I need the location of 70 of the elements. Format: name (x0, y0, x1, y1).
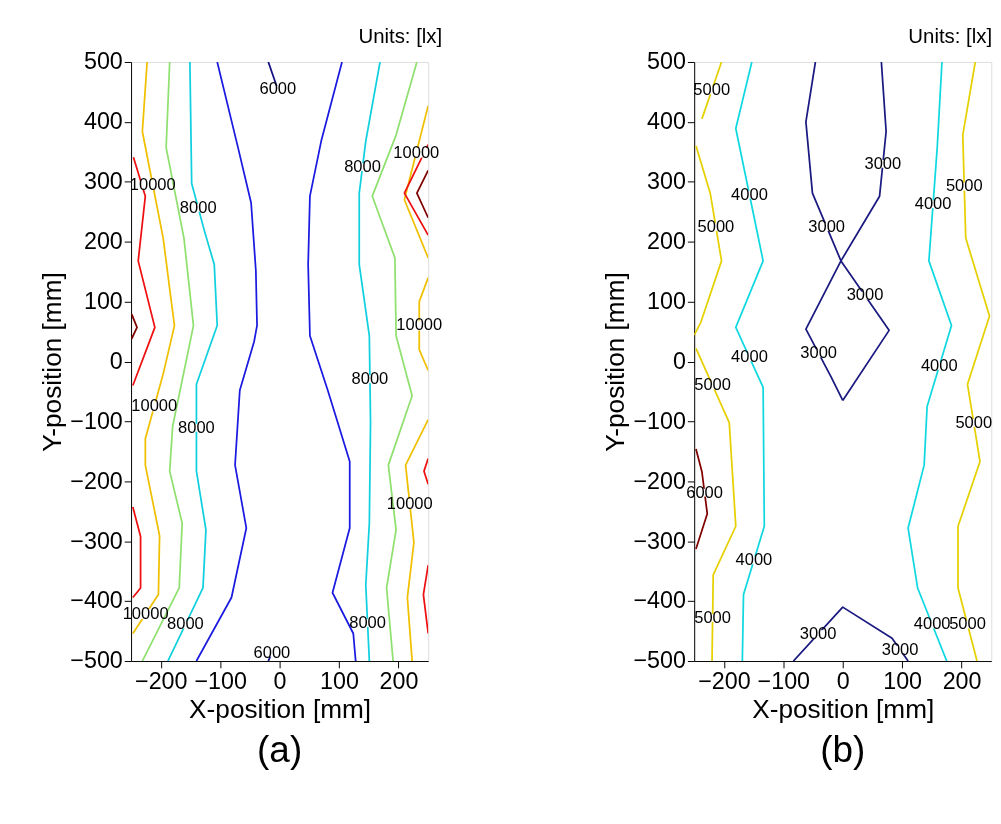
annotation: 8000 (178, 417, 215, 436)
annotation: 4000 (731, 184, 768, 203)
y-tick-label: 300 (83, 168, 123, 195)
annotation: 5000 (955, 412, 993, 431)
y-axis-title: Y-position [mm] (599, 272, 630, 452)
x-tick-label: 200 (942, 667, 982, 694)
x-tick-label: −200 (135, 667, 188, 694)
x-axis-title: X-position [mm] (189, 693, 372, 724)
y-tick-label: −300 (70, 527, 123, 554)
x-axis-title: X-position [mm] (752, 693, 935, 724)
y-tick-label: 200 (83, 227, 123, 254)
x-tick-label: 0 (273, 667, 287, 694)
annotation: 6000 (253, 642, 291, 661)
x-tick-label: 100 (320, 667, 359, 694)
annotation: 5000 (697, 216, 735, 235)
x-tick-label: 100 (883, 667, 923, 694)
annotation: 5000 (945, 176, 983, 195)
x-tick-label: −200 (698, 667, 751, 694)
y-tick-label: 300 (647, 168, 686, 195)
y-tick-label: 0 (672, 347, 686, 374)
y-tick-label: 500 (647, 48, 686, 75)
y-tick-label: −300 (633, 527, 686, 554)
y-tick-label: 400 (647, 108, 686, 135)
x-tick-label: 200 (379, 667, 419, 694)
y-tick-label: −200 (70, 467, 123, 494)
annotation: 10000 (396, 315, 443, 334)
annotation: 3000 (800, 343, 838, 362)
text: (a) (257, 729, 303, 771)
annotation: 3000 (799, 623, 837, 642)
y-tick-label: 500 (83, 48, 123, 75)
annotation: 3000 (808, 216, 846, 235)
annotation: 8000 (167, 614, 204, 633)
annotation: 4000 (735, 550, 773, 569)
x-tick-label: −100 (194, 667, 247, 694)
text: (b) (820, 729, 866, 771)
y-tick-label: 200 (647, 227, 686, 254)
annotation: 10000 (131, 396, 178, 415)
y-tick-label: 0 (109, 347, 123, 374)
y-tick-label: −100 (633, 407, 686, 434)
y-tick-label: −500 (70, 647, 123, 674)
chart-title: Units: [lx] (358, 24, 443, 47)
annotation: 10000 (386, 493, 433, 512)
annotation: 5000 (694, 375, 731, 394)
annotation: 8000 (344, 156, 381, 175)
y-tick-label: 100 (647, 287, 686, 314)
y-tick-label: −400 (70, 587, 123, 614)
annotation: 3000 (846, 285, 884, 304)
annotation: 5000 (949, 614, 986, 633)
annotation: 8000 (349, 612, 386, 631)
x-tick-label: 0 (836, 667, 850, 694)
y-tick-label: 400 (83, 108, 123, 135)
annotation: 5000 (694, 607, 731, 626)
annotation: 3000 (881, 639, 919, 658)
annotation: 10000 (393, 142, 440, 161)
y-axis-title: Y-position [mm] (36, 272, 67, 452)
annotation: 4000 (731, 347, 768, 366)
annotation: 4000 (914, 194, 952, 213)
x-tick-label: −100 (757, 667, 811, 694)
annotation: 8000 (179, 197, 217, 216)
annotation: 4000 (920, 355, 958, 374)
chart-title: Units: [lx] (908, 24, 993, 47)
annotation: 4000 (913, 614, 951, 633)
y-tick-label: −200 (633, 467, 686, 494)
y-tick-label: −100 (70, 407, 123, 434)
annotation: 6000 (259, 79, 297, 98)
annotation: 8000 (351, 369, 389, 388)
y-tick-label: −500 (633, 647, 686, 674)
y-tick-label: −400 (633, 587, 686, 614)
y-tick-label: 100 (83, 287, 123, 314)
annotation: 3000 (864, 153, 902, 172)
